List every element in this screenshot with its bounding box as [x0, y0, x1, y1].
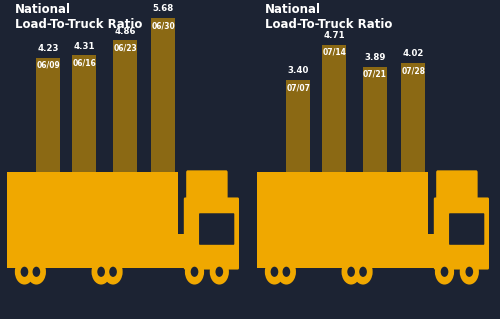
Circle shape	[342, 259, 360, 285]
Circle shape	[348, 267, 355, 277]
Circle shape	[440, 267, 448, 277]
Text: 07/14: 07/14	[322, 48, 346, 57]
Circle shape	[359, 267, 367, 277]
Bar	[182, 244, 184, 268]
Bar	[36, 57, 60, 172]
Bar	[152, 18, 176, 172]
Text: 3.40: 3.40	[288, 66, 309, 75]
Text: 4.02: 4.02	[402, 49, 424, 58]
Circle shape	[216, 267, 223, 277]
Text: National
Load-To-Truck Ratio: National Load-To-Truck Ratio	[14, 3, 142, 31]
Circle shape	[460, 259, 479, 285]
Bar	[178, 234, 185, 268]
Circle shape	[270, 267, 278, 277]
Circle shape	[277, 259, 296, 285]
Circle shape	[210, 259, 229, 285]
Bar	[286, 80, 310, 172]
Text: 06/16: 06/16	[72, 59, 96, 68]
FancyBboxPatch shape	[199, 213, 234, 245]
Circle shape	[27, 259, 46, 285]
Circle shape	[354, 259, 372, 285]
Bar	[258, 172, 428, 268]
Circle shape	[98, 267, 105, 277]
Text: 06/09: 06/09	[36, 61, 60, 70]
Bar	[402, 63, 425, 172]
Bar	[72, 56, 96, 172]
Circle shape	[282, 267, 290, 277]
Circle shape	[265, 259, 284, 285]
Bar	[428, 234, 435, 268]
Bar	[363, 67, 387, 172]
Text: 06/23: 06/23	[113, 44, 137, 53]
FancyBboxPatch shape	[436, 170, 478, 206]
Text: 4.86: 4.86	[114, 27, 136, 36]
Circle shape	[190, 267, 198, 277]
Bar	[432, 244, 434, 268]
FancyBboxPatch shape	[434, 197, 489, 270]
Circle shape	[20, 267, 28, 277]
Circle shape	[435, 259, 454, 285]
Text: 5.68: 5.68	[153, 4, 174, 13]
Circle shape	[466, 267, 473, 277]
Circle shape	[32, 267, 40, 277]
Circle shape	[92, 259, 110, 285]
Text: 4.23: 4.23	[38, 44, 59, 53]
FancyBboxPatch shape	[449, 213, 484, 245]
Text: 4.31: 4.31	[74, 41, 95, 51]
Circle shape	[104, 259, 122, 285]
Bar	[113, 41, 137, 172]
Text: 07/07: 07/07	[286, 83, 310, 92]
Circle shape	[185, 259, 204, 285]
FancyBboxPatch shape	[184, 197, 239, 270]
Text: 07/21: 07/21	[363, 70, 387, 79]
FancyBboxPatch shape	[186, 170, 228, 206]
Text: 4.71: 4.71	[324, 31, 345, 40]
Circle shape	[15, 259, 34, 285]
Text: 3.89: 3.89	[364, 53, 386, 62]
Text: 06/30: 06/30	[152, 21, 176, 30]
Circle shape	[109, 267, 117, 277]
Text: National
Load-To-Truck Ratio: National Load-To-Truck Ratio	[264, 3, 392, 31]
Bar	[322, 45, 346, 172]
Bar	[8, 172, 178, 268]
Text: 07/28: 07/28	[402, 66, 425, 76]
